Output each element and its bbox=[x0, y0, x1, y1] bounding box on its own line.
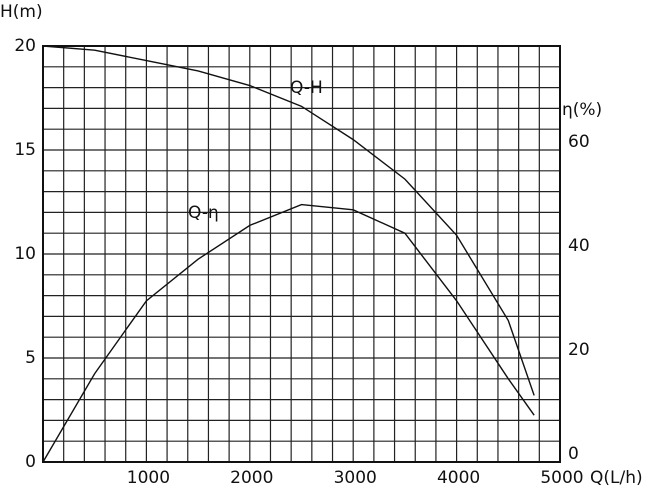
y2-tick-label: 0 bbox=[568, 444, 579, 464]
x-tick-label: 3000 bbox=[334, 468, 377, 488]
x-axis-label: Q(L/h) bbox=[590, 468, 643, 488]
x-tick-label: 4000 bbox=[437, 468, 480, 488]
y2-tick-label: 40 bbox=[568, 236, 590, 256]
y-tick-label: 15 bbox=[14, 140, 36, 160]
x-tick-label: 1000 bbox=[127, 468, 170, 488]
plot-border bbox=[42, 45, 561, 463]
x-tick-label: 2000 bbox=[230, 468, 273, 488]
y-tick-label: 5 bbox=[25, 348, 36, 368]
y2-tick-label: 20 bbox=[568, 340, 590, 360]
y2-axis-label: η(%) bbox=[562, 100, 602, 120]
y-tick-label: 10 bbox=[14, 244, 36, 264]
curve-label: Q-H bbox=[290, 78, 323, 98]
y2-tick-label: 60 bbox=[568, 132, 590, 152]
x-tick-label: 5000 bbox=[540, 468, 583, 488]
curve bbox=[42, 45, 535, 396]
y-tick-label: 20 bbox=[14, 36, 36, 56]
curve bbox=[42, 203, 535, 463]
curve-label: Q-η bbox=[188, 203, 219, 223]
y-tick-label: 0 bbox=[25, 452, 36, 472]
y-axis-label: H(m) bbox=[0, 2, 43, 22]
